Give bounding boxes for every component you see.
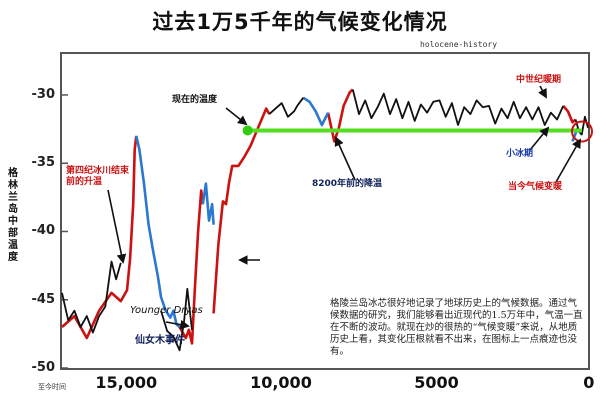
arrow-medieval <box>538 85 547 99</box>
x-tick-label: 5000 <box>414 373 459 392</box>
annotation-8200-event: 8200年前的降温 <box>312 179 383 189</box>
y-tick-label: -45 <box>31 291 56 307</box>
chart-title: 过去1万5千年的气候变化情况 <box>152 10 448 34</box>
arrow-8200 <box>334 136 356 181</box>
series-line-0-3 <box>326 88 354 143</box>
plot-area <box>60 52 590 370</box>
x-tick-label: 10,000 <box>250 373 312 392</box>
arrow-little-ice-age <box>529 126 550 151</box>
arrow-present-temp <box>225 107 248 126</box>
x-tick-label: 0 <box>583 373 595 392</box>
arrow-modern <box>555 138 581 183</box>
series-line-1-2 <box>302 96 330 127</box>
series-line-2-2 <box>268 97 305 118</box>
series-line-2-3 <box>351 89 565 126</box>
annotation-younger-dryas-en: Younger Dryas <box>130 305 203 316</box>
series-line-0-2 <box>212 107 271 314</box>
annotation-medieval-warm: 中世纪暖期 <box>516 75 562 85</box>
y-tick-label: -35 <box>31 155 56 171</box>
annotation-younger-dryas-zh: 仙女木事件 <box>135 335 185 346</box>
present-temperature-marker <box>242 125 253 136</box>
series-line-2-1 <box>160 287 193 352</box>
arrow-preboreal <box>107 189 127 264</box>
series-line-0-4 <box>562 105 577 124</box>
annotation-modern-warming: 当今气候变暖 <box>508 182 563 192</box>
annotation-present-temp: 现在的温度 <box>172 95 218 105</box>
y-tick-label: -50 <box>31 360 56 375</box>
series-line-1-1 <box>201 182 215 225</box>
modern-highlight-circle <box>571 120 593 143</box>
series-line-0-0 <box>61 135 138 340</box>
series-line-2-4 <box>574 115 589 136</box>
series-line-1-0 <box>135 135 181 328</box>
explanation-note: 格陵兰岛冰芯很好地记录了地球历史上的气候数据。通过气候数据的研究，我们能够看出近… <box>330 298 583 357</box>
arrow-younger-dryas <box>165 319 190 330</box>
annotation-little-ice-age: 小冰期 <box>506 149 534 159</box>
x-tick-label: 15,000 <box>95 373 158 392</box>
credit-label: holocene-history <box>420 40 498 49</box>
y-tick-label: -40 <box>31 223 56 239</box>
annotation-preboreal-warming: 第四纪冰川结束前的升温 <box>66 166 130 187</box>
series-line-2-0 <box>61 260 122 334</box>
series-line-0-1 <box>178 189 205 345</box>
y-tick-label: -30 <box>31 86 56 102</box>
y-axis-label: 格林兰岛中部温度 <box>8 168 18 263</box>
x-axis-start-label: 至今时间 <box>38 383 66 391</box>
